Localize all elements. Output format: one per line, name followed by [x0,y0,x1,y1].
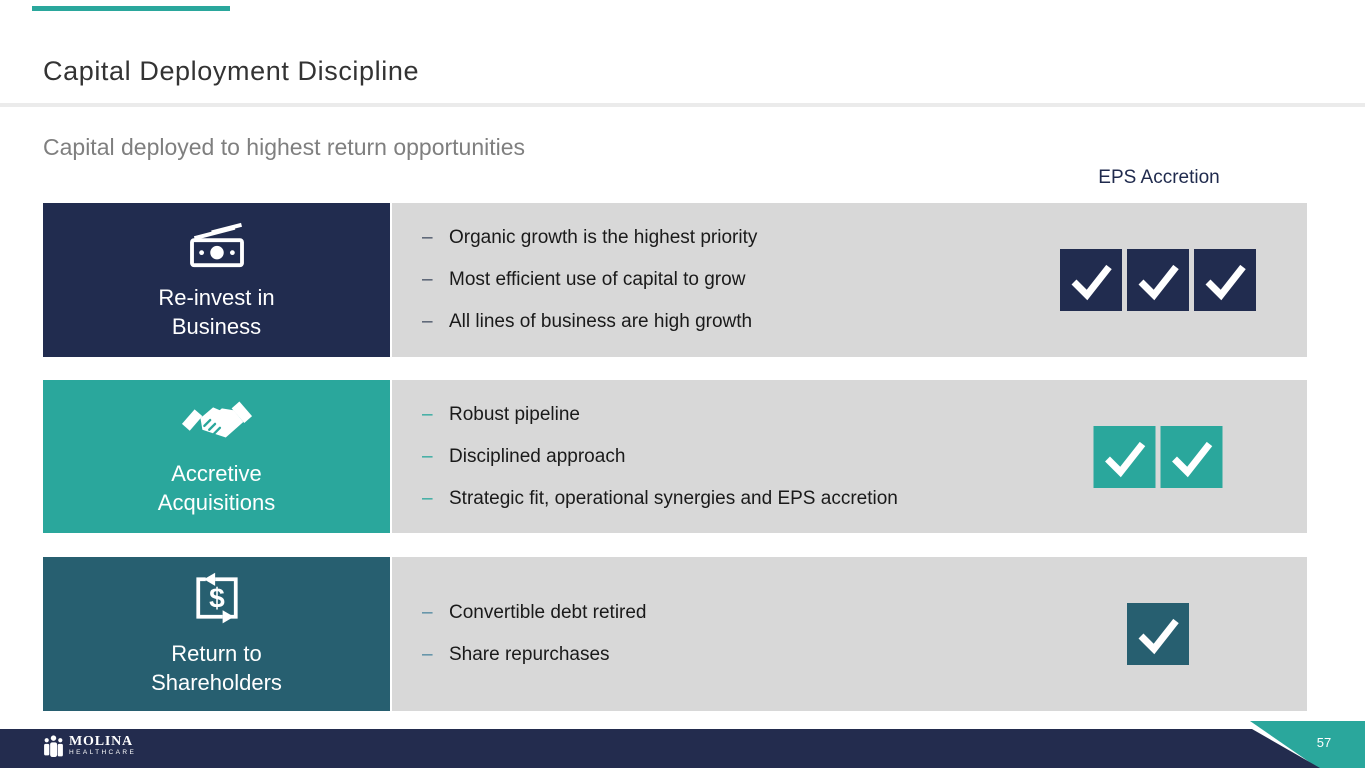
dash-marker: – [422,445,433,467]
reinvest-label: Re-invest in Business [158,285,275,339]
bullet-item: – Convertible debt retired [422,602,647,624]
shareholders-label: Return to Shareholders [151,641,282,695]
check-icon [1194,249,1256,311]
svg-text:$: $ [209,582,225,613]
acquisitions-bullets: – Robust pipeline – Disciplined approach… [422,404,898,510]
dash-marker: – [422,311,433,332]
bullet-item: – Robust pipeline [422,404,898,426]
dash-marker: – [422,403,433,425]
acquisitions-label: Accretive Acquisitions [157,460,276,515]
shareholders-bullets: – Convertible debt retired – Share repur… [422,602,647,666]
molina-healthcare-logo: MOLINA HEALTHCARE [42,735,136,763]
bullet-item: – Disciplined approach [422,446,898,468]
handshake-icon [180,397,254,450]
check-icon [1160,425,1223,488]
bullet-text: Share repurchases [449,644,610,665]
row-reinvest-in-business: Re-invest in Business – Organic growth i… [43,203,1307,357]
dash-marker: – [422,644,433,665]
acquisitions-eps-checks [1093,425,1223,488]
bullet-text: Strategic fit, operational synergies and… [449,487,898,509]
reinvest-bullets: – Organic growth is the highest priority… [422,227,757,333]
dollar-cycle-icon: $ [187,571,247,630]
dash-marker: – [422,227,433,248]
bullet-item: – Share repurchases [422,644,647,666]
bullet-text: All lines of business are high growth [449,311,753,332]
molina-people-icon [42,735,65,763]
top-accent-bar [32,6,230,11]
reinvest-category-box: Re-invest in Business [43,203,390,357]
logo-name: MOLINA [69,734,133,749]
check-icon [1093,425,1156,488]
slide-subtitle: Capital deployed to highest return oppor… [43,134,526,160]
title-divider [0,103,1365,107]
dash-marker: – [422,487,433,509]
page-number: 57 [1316,735,1332,750]
shareholders-eps-checks [1127,603,1189,665]
eps-accretion-header: EPS Accretion [1098,167,1220,188]
shareholders-category-box: $ Return to Shareholders [43,557,390,711]
logo-subtext: HEALTHCARE [69,749,137,756]
reinvest-eps-checks [1060,249,1256,311]
bullet-item: – Most efficient use of capital to grow [422,269,757,291]
bullet-item: – Strategic fit, operational synergies a… [422,488,898,510]
row-return-to-shareholders: $ Return to Shareholders – Convertible d… [43,557,1307,711]
logo-text: MOLINA HEALTHCARE [69,735,136,757]
check-icon [1127,249,1189,311]
check-icon [1127,603,1189,665]
bullet-text: Organic growth is the highest priority [449,227,758,248]
bullet-text: Disciplined approach [449,445,626,467]
bullet-item: – Organic growth is the highest priority [422,227,757,249]
footer-bar [0,729,1320,768]
bullet-text: Most efficient use of capital to grow [449,269,746,290]
dash-marker: – [422,269,433,290]
bullet-text: Convertible debt retired [449,602,647,623]
dash-marker: – [422,602,433,623]
slide-title: Capital Deployment Discipline [43,56,420,86]
bullet-text: Robust pipeline [449,403,580,425]
acquisitions-category-box: Accretive Acquisitions [43,380,390,533]
banknotes-icon [186,219,248,274]
bullet-item: – All lines of business are high growth [422,311,757,333]
check-icon [1060,249,1122,311]
row-accretive-acquisitions: Accretive Acquisitions – Robust pipeline… [43,380,1307,533]
